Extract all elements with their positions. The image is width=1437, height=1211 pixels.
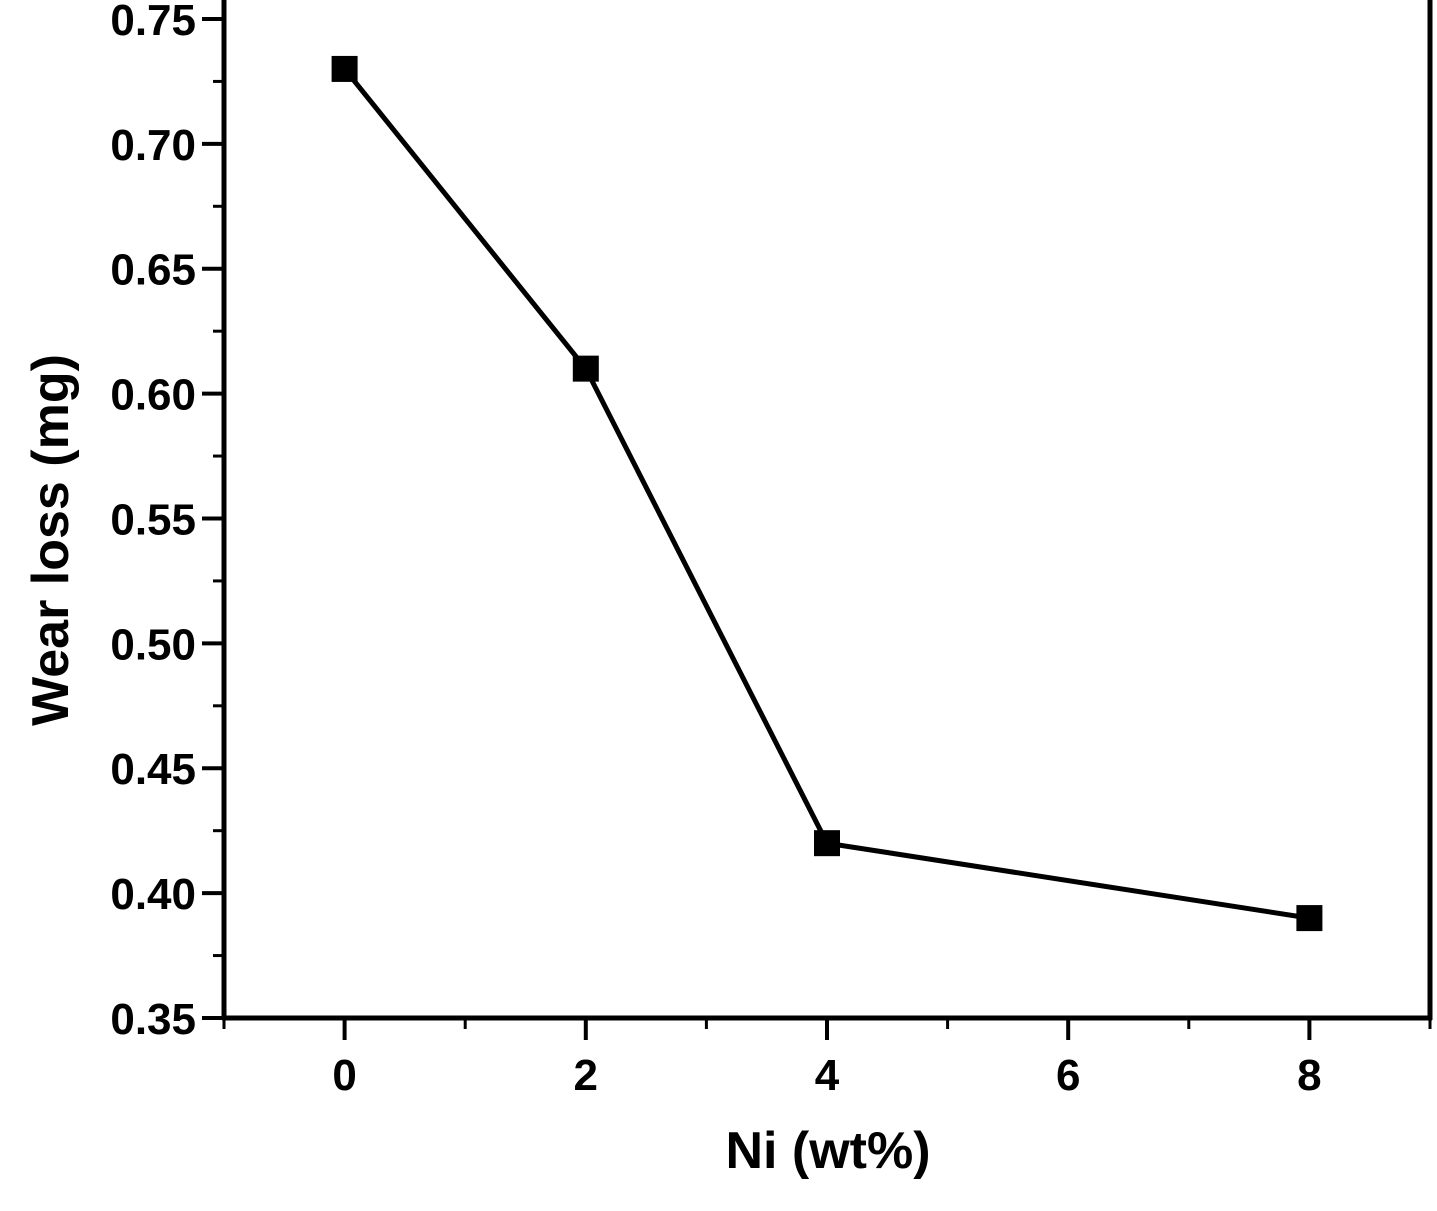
y-tick-label: 0.75 (110, 0, 196, 45)
y-tick-label: 0.50 (110, 620, 196, 669)
series-line (342, 67, 1310, 921)
data-point-marker (331, 55, 358, 82)
data-point-marker (814, 830, 840, 857)
y-axis-label: Wear loss (mg) (22, 354, 80, 726)
series (331, 55, 1323, 932)
y-tick-label: 0.35 (110, 995, 196, 1044)
axes (221, 0, 1433, 1021)
x-tick-label: 2 (574, 1051, 598, 1100)
y-tick-label: 0.45 (110, 745, 196, 794)
x-tick-label: 8 (1297, 1051, 1321, 1100)
data-point-marker (1296, 905, 1323, 932)
y-tick-label: 0.70 (110, 121, 196, 170)
data-point-marker (572, 355, 599, 382)
ticks: 0.35 0.40 0.45 0.50 0.55 0.60 0.65 0.70 0.75 0 2 4 6… (110, 0, 1432, 1100)
y-tick-label: 0.65 (110, 246, 196, 295)
y-tick-label: 0.55 (110, 495, 196, 544)
y-tick-label: 0.40 (110, 870, 196, 919)
x-tick-label: 6 (1056, 1051, 1080, 1100)
y-tick-label: 0.60 (110, 371, 196, 420)
x-axis-label: Ni (wt%) (725, 1122, 930, 1180)
x-tick-label: 0 (332, 1051, 356, 1100)
x-tick-label: 4 (815, 1051, 840, 1100)
